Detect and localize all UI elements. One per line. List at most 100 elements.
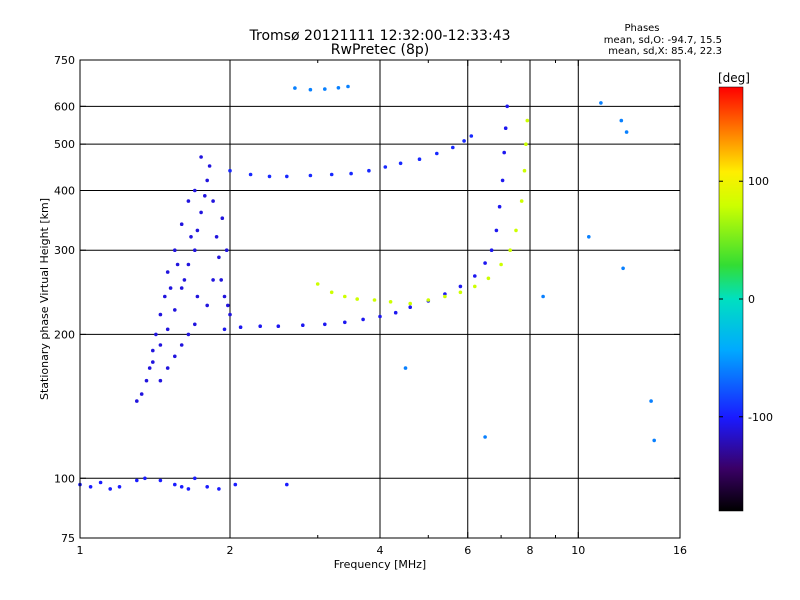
data-point: [158, 478, 163, 483]
data-point: [186, 199, 191, 203]
data-point: [98, 480, 103, 485]
data-point: [222, 327, 227, 332]
series-0: [78, 476, 289, 491]
data-point: [462, 139, 466, 143]
stats-o-mode: mean, sd,O: -94.7, 15.5: [604, 35, 722, 46]
data-point: [158, 312, 163, 317]
data-point: [372, 298, 377, 302]
x-axis-label: Frequency [MHz]: [334, 558, 426, 571]
data-point: [525, 118, 530, 123]
data-point: [514, 228, 518, 233]
data-point: [336, 86, 341, 90]
data-point: [624, 130, 629, 134]
data-point: [524, 142, 528, 146]
data-point: [408, 305, 413, 310]
data-point: [293, 86, 297, 90]
data-point: [451, 145, 455, 150]
data-point: [308, 173, 313, 178]
data-point: [179, 222, 184, 226]
data-point: [443, 292, 447, 296]
data-point: [323, 87, 327, 91]
data-point: [233, 482, 238, 487]
data-point: [301, 323, 305, 328]
data-point: [117, 485, 122, 489]
data-point: [168, 286, 173, 290]
data-point: [228, 312, 232, 317]
data-point: [217, 255, 221, 260]
data-point: [649, 399, 653, 403]
data-point: [143, 476, 147, 481]
data-point: [135, 399, 139, 403]
data-point: [355, 297, 360, 301]
series-2: [222, 104, 510, 332]
data-point: [398, 161, 403, 166]
x-tick-label: 6: [464, 544, 471, 557]
data-point: [186, 332, 191, 337]
data-point: [211, 199, 215, 203]
data-point: [519, 199, 524, 203]
data-point: [417, 157, 422, 161]
data-point: [135, 478, 139, 483]
data-marks: [78, 84, 656, 491]
data-point: [186, 262, 191, 267]
data-point: [219, 278, 223, 282]
y-tick-label: 750: [54, 54, 75, 67]
data-point: [522, 168, 527, 173]
data-point: [503, 126, 508, 130]
data-point: [388, 300, 393, 304]
data-point: [165, 327, 170, 332]
y-tick-label: 300: [54, 244, 75, 257]
data-point: [151, 360, 155, 364]
data-point: [393, 310, 398, 315]
data-point: [323, 322, 327, 327]
data-point: [587, 235, 591, 239]
data-point: [469, 134, 474, 138]
data-point: [349, 171, 353, 176]
data-point: [220, 216, 225, 220]
data-point: [378, 314, 382, 319]
data-point: [502, 150, 507, 155]
data-point: [193, 248, 197, 252]
data-point: [158, 378, 163, 383]
data-point: [383, 165, 388, 169]
series-5: [293, 84, 656, 443]
data-point: [621, 266, 625, 271]
data-point: [473, 284, 477, 289]
colorbar-label: [deg]: [718, 71, 750, 85]
data-point: [403, 366, 408, 370]
data-point: [195, 228, 200, 233]
data-point: [173, 308, 177, 312]
data-point: [214, 235, 219, 239]
chart-title: Tromsø 20121111 12:32:00-12:33:43: [249, 28, 511, 44]
data-point: [500, 178, 505, 183]
axis-ticks: 1 2 4 6 8 10 16 75 100 200 300 400 500 600 750: [54, 54, 687, 557]
y-tick-label: 75: [61, 532, 75, 545]
chart-subtitle: RwPretec (8p): [331, 42, 429, 58]
data-point: [205, 303, 209, 308]
data-point: [205, 178, 209, 183]
data-point: [182, 278, 187, 282]
data-point: [499, 262, 503, 267]
stats-x-mode: mean, sd,X: 85.4, 22.3: [608, 46, 722, 57]
data-point: [179, 286, 184, 290]
series-1: [135, 155, 232, 403]
data-point: [199, 155, 203, 159]
data-point: [175, 262, 180, 267]
data-point: [497, 204, 502, 209]
data-point: [285, 482, 289, 487]
y-tick-label: 100: [54, 472, 75, 485]
data-point: [346, 84, 350, 89]
data-point: [486, 276, 491, 281]
data-point: [458, 284, 463, 289]
data-point: [426, 298, 431, 302]
data-point: [193, 322, 197, 327]
data-point: [154, 332, 158, 337]
colorbar-tick-label: -100: [748, 411, 773, 424]
data-point: [276, 324, 281, 329]
y-tick-label: 500: [54, 138, 75, 151]
data-point: [165, 366, 170, 370]
series-3: [315, 118, 530, 306]
data-point: [343, 294, 347, 299]
data-point: [361, 317, 365, 322]
